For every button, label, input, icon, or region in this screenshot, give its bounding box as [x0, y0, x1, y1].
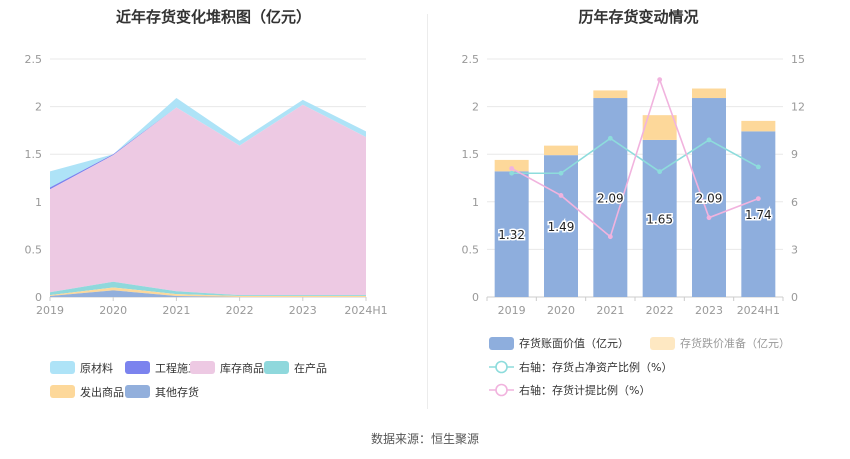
legend-swatch: [264, 361, 289, 374]
y-right-tick-label: 0: [791, 291, 798, 304]
bar-book-value: [741, 131, 776, 297]
bar-book-value: [593, 98, 628, 297]
y-right-tick-label: 6: [791, 196, 798, 209]
bar-provision: [544, 145, 578, 156]
line-右轴：存货占净资产比例（%）: [511, 137, 759, 175]
line-point: [657, 77, 663, 83]
legend-label: 在产品: [294, 361, 327, 375]
y-left-tick-label: 1: [472, 196, 479, 209]
y-left-tick-label: 2: [472, 101, 479, 114]
right-chart-title: 历年存货变动情况: [578, 8, 699, 26]
bar-provision: [642, 115, 677, 140]
legend-marker: [495, 383, 508, 397]
bar-book-value: [692, 98, 726, 297]
x-tick-label: 2020: [547, 304, 575, 317]
bar-book-value: [494, 171, 529, 297]
legend-label: 其他存货: [155, 385, 199, 399]
line-point: [755, 196, 761, 202]
legend-swatch: [50, 361, 75, 374]
area-库存商品: [50, 104, 366, 296]
bar-book-value: [642, 139, 677, 297]
line-point: [755, 164, 761, 170]
legend-swatch: [125, 385, 150, 398]
bar-provision: [692, 88, 726, 99]
legend-label: 存货跌价准备（亿元）: [680, 336, 790, 350]
bar-value-label: 1.65: [646, 212, 673, 226]
line-point: [657, 169, 663, 175]
y-right-tick-label: 9: [791, 148, 798, 161]
line-point: [509, 170, 515, 176]
legend-label: 原材料: [80, 361, 113, 375]
bar-book-value: [544, 155, 578, 297]
bar-value-label: 1.49: [548, 220, 575, 234]
y-left-tick-label: 0.5: [462, 243, 480, 256]
legend-swatch: [125, 361, 150, 374]
x-tick-label: 2022: [226, 304, 254, 317]
data-source: 数据来源：恒生聚源: [370, 432, 479, 446]
x-tick-label: 2023: [289, 304, 317, 317]
line-point: [558, 193, 564, 198]
bar-value-label: 2.09: [696, 192, 723, 206]
y-right-tick-label: 3: [791, 243, 798, 256]
legend-swatch: [190, 361, 215, 374]
bar-value-label: 2.09: [597, 192, 624, 206]
y-left-tick-label: 1.5: [462, 148, 480, 161]
area-在产品: [50, 281, 366, 297]
x-tick-label: 2021: [596, 304, 624, 317]
x-tick-label: 2024H1: [344, 304, 387, 317]
bar-provision: [741, 120, 776, 132]
x-tick-label: 2021: [162, 304, 190, 317]
y-tick-label: 2.5: [25, 53, 43, 66]
panel-divider: [427, 14, 428, 409]
bar-value-label: 1.32: [498, 228, 525, 242]
legend-label: 右轴：存货占净资产比例（%）: [519, 360, 672, 374]
legend-marker: [495, 360, 508, 374]
y-tick-label: 0: [35, 291, 42, 304]
bar-line-chart: 0 0 0.5 3 1 6 1.5 9 2 12 2.5 15 2019 2020 2021 2022 2023…: [462, 53, 806, 397]
bar-provision: [494, 159, 529, 172]
x-tick-label: 2024H1: [737, 304, 780, 317]
line-point: [558, 170, 564, 176]
line-point: [607, 135, 613, 141]
line-point: [509, 166, 515, 171]
bar-provision: [593, 90, 628, 99]
y-left-tick-label: 0: [472, 291, 479, 304]
y-tick-label: 1: [35, 196, 42, 209]
legend-label: 右轴：存货计提比例（%）: [519, 383, 650, 397]
area-其他存货: [50, 290, 366, 297]
x-tick-label: 2019: [498, 304, 526, 317]
legend-label: 工程施工: [155, 362, 199, 375]
y-tick-label: 0.5: [25, 243, 43, 256]
legend-swatch: [489, 337, 514, 350]
y-tick-label: 1.5: [25, 148, 43, 161]
legend-swatch: [50, 385, 75, 398]
x-tick-label: 2019: [36, 304, 64, 317]
x-tick-label: 2022: [646, 304, 674, 317]
x-tick-label: 2020: [99, 304, 127, 317]
legend-label: 发出商品: [80, 385, 124, 399]
line-point: [706, 137, 712, 143]
line-point: [706, 215, 712, 221]
bar-value-label: 1.74: [745, 208, 772, 222]
left-chart-title: 近年存货变化堆积图（亿元）: [115, 8, 311, 26]
y-tick-label: 2: [35, 101, 42, 114]
stacked-area-chart: 0 0.5 1 1.5 2 2.5 2019 2020 2021 2022 2023 2024H1 原材…: [25, 53, 388, 399]
y-right-tick-label: 15: [791, 53, 805, 66]
y-right-tick-label: 12: [791, 101, 805, 114]
legend-swatch: [650, 337, 675, 350]
line-point: [607, 234, 613, 240]
area-发出商品: [50, 287, 366, 297]
legend-label: 存货账面价值（亿元）: [519, 336, 629, 350]
y-left-tick-label: 2.5: [462, 53, 480, 66]
legend-label: 库存商品: [220, 361, 264, 375]
line-右轴：存货计提比例（%）: [511, 77, 759, 239]
x-tick-label: 2023: [695, 304, 723, 317]
